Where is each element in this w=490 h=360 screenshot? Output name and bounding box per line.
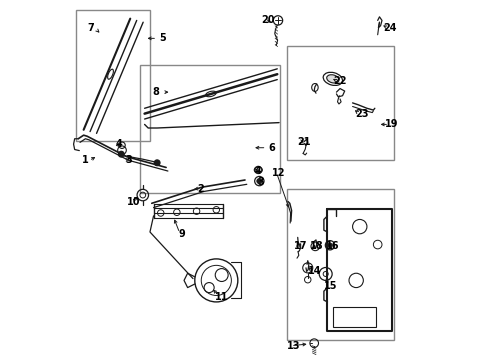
Text: 7: 7 xyxy=(87,23,94,33)
Text: 17: 17 xyxy=(294,241,307,251)
Text: 10: 10 xyxy=(127,197,141,207)
Bar xyxy=(140,65,280,193)
Text: 11: 11 xyxy=(215,292,228,302)
Text: 5: 5 xyxy=(159,33,166,43)
Text: 4: 4 xyxy=(116,139,123,149)
Text: 13: 13 xyxy=(287,341,300,351)
Text: 23: 23 xyxy=(355,109,368,119)
Circle shape xyxy=(154,160,160,166)
Text: 21: 21 xyxy=(297,138,311,147)
Bar xyxy=(287,45,394,160)
Text: 3: 3 xyxy=(258,177,265,187)
Bar xyxy=(287,189,394,339)
Text: 20: 20 xyxy=(262,15,275,26)
Text: 18: 18 xyxy=(310,241,323,251)
Text: 9: 9 xyxy=(179,229,186,239)
Text: 15: 15 xyxy=(324,281,338,291)
Text: 12: 12 xyxy=(272,168,286,178)
Text: 3: 3 xyxy=(125,155,132,165)
Text: 6: 6 xyxy=(269,143,275,153)
Text: 22: 22 xyxy=(333,76,347,86)
Text: 19: 19 xyxy=(385,120,399,129)
Bar xyxy=(76,10,150,140)
Bar xyxy=(333,307,376,327)
Ellipse shape xyxy=(327,75,339,83)
Text: 2: 2 xyxy=(197,184,203,194)
Text: 4: 4 xyxy=(254,166,261,176)
Text: 1: 1 xyxy=(82,155,89,165)
Circle shape xyxy=(328,243,332,247)
Text: 14: 14 xyxy=(308,266,321,276)
Text: 24: 24 xyxy=(384,23,397,33)
Circle shape xyxy=(257,179,262,184)
Text: 16: 16 xyxy=(326,241,340,251)
Circle shape xyxy=(119,151,124,157)
Text: 8: 8 xyxy=(152,87,159,97)
